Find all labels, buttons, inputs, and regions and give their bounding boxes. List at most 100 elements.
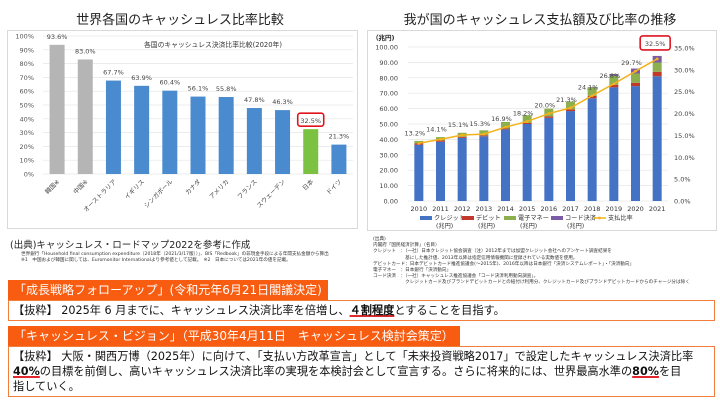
left-chart-panel: 0% 10% 20% 30% 40% 50% 60% 70% 80% 90% 100% 各国のキャッシ… — [7, 30, 358, 229]
ratio-point — [417, 141, 421, 145]
x-tick-label: スウェーデン — [255, 178, 287, 210]
stacked-bar-segment — [501, 121, 510, 129]
line-data-label: 18.2% — [513, 109, 534, 117]
ratio-point — [655, 57, 659, 61]
y-tick-label: 90% — [20, 46, 34, 54]
y-tick-label: 70.00 — [379, 90, 398, 98]
line-data-label: 16.9% — [491, 115, 512, 123]
y-tick-label: 0% — [24, 171, 34, 179]
stacked-bar-segment — [609, 75, 619, 85]
stacked-bar-segment — [414, 144, 424, 201]
right-chart-panel: （兆円) 0.00 10.00 20.00 30.00 40.00 50.00 60.00 70… — [367, 30, 717, 231]
y-tick-label: 50% — [20, 102, 34, 110]
line-data-label: 29.7% — [621, 59, 642, 67]
bar — [246, 108, 262, 174]
cashless-payment-trend-chart: （兆円) 0.00 10.00 20.00 30.00 40.00 50.00 60.00 70… — [372, 33, 695, 230]
legend-sublabel: (兆円) — [436, 222, 453, 230]
legend-sublabel: (兆円) — [478, 222, 495, 230]
legend-label: コード決済 — [565, 214, 596, 222]
left-source-note-1: 世界銀行「Household final consumption expendi… — [21, 252, 329, 257]
bar — [49, 44, 65, 174]
x-tick-label: 2011 — [432, 205, 449, 213]
cashless-ratio-country-chart: 0% 10% 20% 30% 40% 50% 60% 70% 80% 90% 100% 各国のキャッシ… — [15, 33, 353, 214]
bar — [190, 96, 206, 174]
stacked-bar-segment — [436, 141, 445, 201]
right-note-line: デビットカード：日本デビットカード推進協議会(～2015年)、2016年以降は日… — [373, 261, 635, 267]
y2-tick-label: 30.0% — [674, 66, 695, 74]
stacked-bar-segment — [587, 95, 597, 99]
y-tick-label: 40.00 — [379, 136, 398, 144]
y2-tick-label: 20.0% — [674, 110, 695, 118]
growth-strategy-tag: 「成長戦略フォローアップ」(令和元年6月21日閣議決定) — [8, 280, 328, 301]
legend-label: クレジット — [434, 215, 465, 222]
ratio-point — [504, 125, 507, 129]
y-tick-label: 60% — [20, 88, 34, 96]
x-tick-label: 2010 — [411, 205, 428, 213]
x-tick-label: 2021 — [649, 205, 666, 213]
y-tick-label: 0.00 — [384, 198, 398, 206]
ratio-point — [612, 82, 616, 86]
right-note-line: クレジット ：（一社）日本クレジット協会調査（注）2012年までは加盟クレジット… — [373, 249, 612, 255]
y-tick-label: 10.00 — [379, 182, 398, 190]
right-note-line: コード決済 ：（一社）キャッシュレス推進協議会「コード決済利用動向調査」。 — [373, 274, 539, 280]
y2-tick-label: 0.0% — [674, 198, 691, 206]
excerpt-line-2: 40%の目標を前倒し、高いキャッシュレス決済比率の実現を本検討会として宣言する。… — [13, 364, 710, 379]
left-section-title: 世界各国のキャッシュレス比率比較 — [76, 13, 284, 28]
stacked-bar-segment — [566, 109, 575, 112]
bar — [218, 96, 234, 174]
y-tick-label: 40% — [20, 115, 34, 123]
y2-tick-label: 5.0% — [674, 176, 691, 184]
x-tick-label: アメリカ — [208, 178, 230, 200]
stacked-bar-segment — [501, 128, 510, 130]
excerpt-line-1: 【抜粋】 大阪・関西万博（2025年）に向けて、「支払い方改革宣言」として「未来… — [13, 350, 694, 363]
data-label: 56.1% — [188, 85, 209, 93]
legend-swatch — [420, 216, 432, 220]
x-tick-label: 2017 — [562, 205, 579, 213]
stacked-bar-segment — [457, 137, 467, 201]
excerpt-text: を目 — [658, 365, 682, 378]
ratio-point — [569, 106, 572, 110]
y-tick-label: 80.00 — [379, 74, 398, 82]
x-tick-label: フランス — [236, 178, 258, 200]
x-tick-label: カナダ — [184, 178, 203, 197]
ratio-point — [460, 133, 464, 137]
x-tick-label: 韓国※ — [43, 178, 61, 196]
ratio-point — [547, 112, 551, 115]
x-tick-label: 2016 — [541, 205, 558, 213]
right-source-notes: (出典) 内閣府「国民経済計算」（名目） クレジット ：（一社）日本クレジット協… — [373, 237, 690, 287]
bar — [162, 90, 178, 174]
ratio-point — [525, 120, 529, 123]
legend-sublabel: (兆円) — [567, 222, 584, 230]
stacked-bar-segment — [501, 129, 510, 201]
target-4-wari: ４割程度 — [349, 304, 395, 317]
stacked-bar-segment — [609, 84, 619, 88]
y-tick-label: 20% — [20, 143, 34, 151]
stacked-bar-segment — [522, 124, 532, 201]
excerpt-text: とすることを目指す。 — [394, 304, 505, 317]
y-tick-label: 100% — [15, 33, 34, 41]
y2-tick-label: 35.0% — [674, 45, 695, 53]
stacked-bar-segment — [587, 87, 597, 96]
line-data-label: 20.0% — [535, 102, 556, 110]
line-data-label: 32.5% — [645, 40, 666, 48]
y2-tick-label: 15.0% — [674, 132, 695, 140]
x-tick-label: 2012 — [454, 205, 471, 213]
right-note-line: 内閣府「国民経済計算」（名目） — [373, 243, 440, 249]
legend-sublabel: (兆円) — [520, 222, 537, 230]
data-label: 21.3% — [329, 133, 350, 141]
data-label: 32.5% — [300, 117, 321, 125]
stacked-bar-segment — [631, 82, 640, 87]
line-data-label: 26.8% — [600, 72, 621, 80]
right-note-line: (出典) — [373, 237, 386, 242]
stacked-bar-segment — [609, 87, 619, 201]
right-note-line: 基にした推計値、2013年以降は指定信用情報機関に登録されている実数値を使用。 — [373, 255, 578, 261]
stacked-bar-segment — [631, 86, 640, 201]
stacked-bar-segment — [544, 117, 554, 201]
stacked-bar-segment — [544, 116, 554, 118]
legend-label: 電子マネー — [518, 215, 549, 222]
bar — [105, 80, 121, 174]
stacked-bar-segment — [652, 62, 662, 72]
right-section-title: 我が国のキャッシュレス支払額及び比率の推移 — [403, 13, 677, 28]
cashless-vision-tag: 「キャッシュレス・ビジョン」（平成30年4月11日 キャッシュレス検討会策定） — [8, 326, 460, 347]
right-note-line: 電子マネー ：日本銀行「決済動向」 — [373, 268, 452, 274]
